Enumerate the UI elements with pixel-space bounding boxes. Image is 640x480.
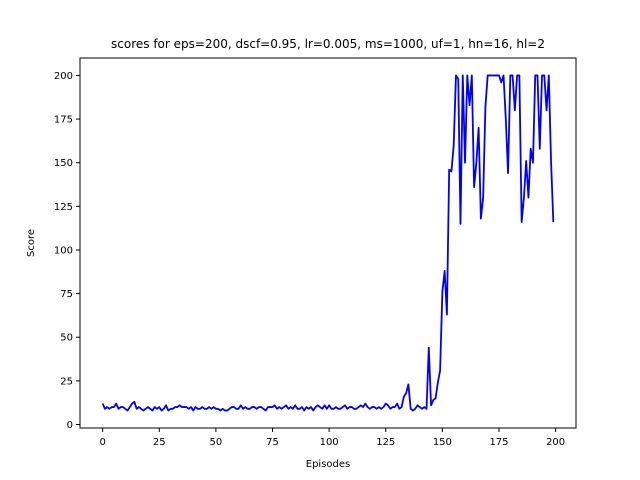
x-tick-label: 100 [320,437,339,448]
y-tick-label: 50 [60,333,73,344]
plot-frame [79,57,577,429]
y-tick-label: 125 [54,202,73,213]
series-line [101,74,555,412]
y-tick-label: 0 [67,420,73,431]
x-tick-label: 125 [376,437,395,448]
x-tick-label: 75 [266,437,279,448]
chart-title: scores for eps=200, dscf=0.95, lr=0.005,… [111,37,545,51]
y-tick-label: 25 [60,376,73,387]
y-tick-label: 75 [60,289,73,300]
x-axis-label: Episodes [306,459,350,470]
x-tick-label: 25 [153,437,166,448]
y-tick-label: 175 [54,115,73,126]
y-tick-label: 200 [54,71,73,82]
x-axis: 0 25 50 75 100 125 150 175 200 [99,428,565,448]
x-tick-label: 50 [210,437,223,448]
y-axis-label: Score [26,229,37,257]
y-tick-label: 150 [54,158,73,169]
x-tick-label: 150 [433,437,452,448]
x-tick-label: 0 [99,437,105,448]
plot-area [101,74,555,412]
y-axis: 0 25 50 75 100 125 150 175 200 [54,71,80,431]
x-tick-label: 200 [546,437,565,448]
y-tick-label: 100 [54,245,73,256]
x-tick-label: 175 [489,437,508,448]
